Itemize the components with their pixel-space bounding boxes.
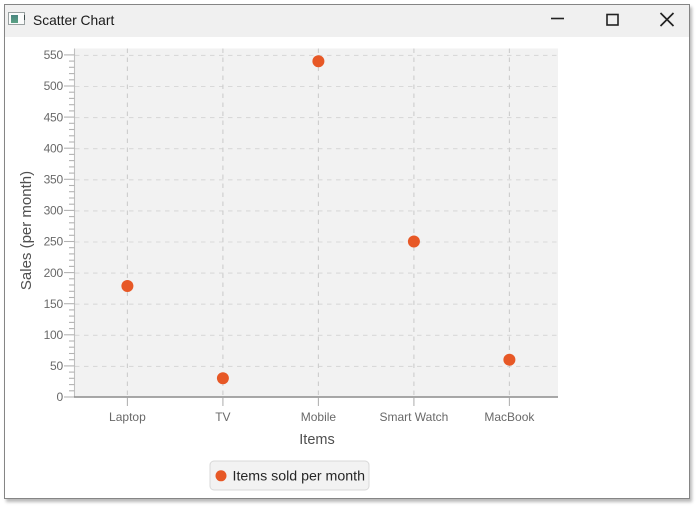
svg-text:500: 500 (44, 79, 64, 93)
svg-text:300: 300 (44, 204, 64, 218)
svg-text:Smart Watch: Smart Watch (379, 410, 448, 424)
svg-text:250: 250 (44, 235, 64, 249)
svg-text:400: 400 (44, 141, 64, 155)
svg-text:Items sold per month: Items sold per month (233, 469, 365, 485)
svg-text:350: 350 (44, 173, 64, 187)
svg-text:Laptop: Laptop (109, 410, 146, 424)
svg-text:0: 0 (57, 390, 64, 404)
svg-text:Items: Items (299, 432, 334, 448)
svg-text:150: 150 (44, 297, 64, 311)
svg-text:Mobile: Mobile (301, 410, 337, 424)
svg-text:200: 200 (44, 266, 64, 280)
svg-text:TV: TV (215, 410, 230, 424)
svg-text:Sales (per month): Sales (per month) (18, 171, 35, 290)
svg-text:50: 50 (50, 359, 63, 373)
svg-text:450: 450 (44, 110, 64, 124)
svg-text:100: 100 (44, 328, 64, 342)
svg-text:550: 550 (44, 48, 64, 62)
svg-text:MacBook: MacBook (484, 410, 535, 424)
